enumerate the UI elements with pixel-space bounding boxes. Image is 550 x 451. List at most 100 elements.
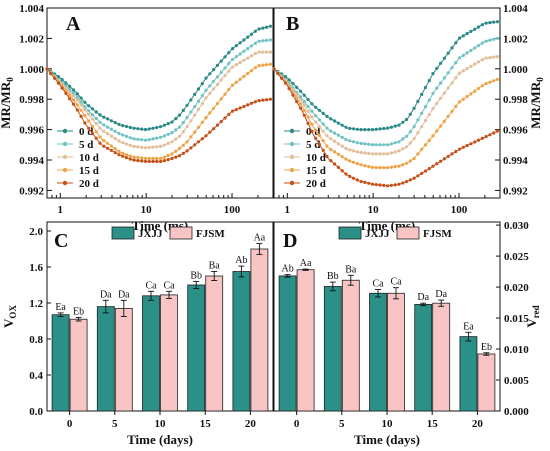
data-point [147, 127, 151, 131]
data-point [234, 80, 238, 84]
x-axis-label: Time (days) [127, 432, 193, 447]
x-tick-label: 100 [451, 204, 468, 216]
data-point [170, 152, 174, 156]
data-point [446, 114, 450, 118]
data-point [159, 125, 163, 129]
data-point [166, 158, 170, 162]
data-point [140, 145, 144, 149]
x-tick-label: 20 [245, 418, 257, 430]
data-point [386, 143, 390, 147]
y-axis-label: Vred [524, 305, 541, 327]
data-point [128, 125, 132, 130]
data-point [132, 126, 136, 130]
data-point [302, 100, 306, 104]
data-point [374, 183, 378, 187]
data-point [408, 159, 412, 163]
data-point [87, 112, 91, 116]
y-axis-label-subscript: 0 [5, 77, 15, 82]
data-point [329, 137, 333, 141]
data-point [212, 127, 216, 131]
bar-JXJJ-0 [278, 275, 297, 412]
y-tick-label: 1.004 [503, 3, 528, 15]
data-point [261, 39, 265, 43]
data-point [109, 134, 113, 138]
data-point [302, 108, 306, 112]
data-point [446, 71, 450, 75]
y-axis-label-main: MR/MR [528, 81, 543, 129]
data-point [265, 38, 269, 43]
data-point [136, 155, 140, 160]
data-point [374, 143, 378, 147]
data-point [306, 115, 310, 119]
data-point [231, 47, 235, 51]
data-point [298, 102, 303, 106]
data-point [132, 155, 136, 159]
data-point [480, 23, 484, 27]
data-point [109, 119, 113, 123]
data-point [427, 167, 431, 171]
data-point [253, 100, 257, 104]
data-point [204, 88, 208, 92]
data-point [185, 125, 189, 129]
data-point [79, 103, 83, 107]
data-point [231, 83, 235, 87]
data-point [60, 78, 64, 82]
data-point [155, 156, 159, 161]
data-point [242, 49, 246, 53]
data-point [132, 144, 136, 149]
data-point [317, 125, 321, 129]
data-point [227, 112, 231, 116]
data-point [181, 120, 185, 125]
y-axis-label: VOX [1, 305, 18, 328]
data-point [355, 162, 359, 166]
data-point [336, 152, 340, 156]
data-point [401, 163, 405, 167]
data-point [439, 81, 443, 85]
data-point [215, 75, 219, 79]
data-point [473, 27, 477, 31]
data-point [310, 115, 314, 119]
data-point [450, 46, 454, 50]
data-point [90, 117, 94, 121]
data-point [208, 91, 212, 95]
data-point [412, 156, 416, 161]
data-point [333, 150, 337, 154]
data-point [215, 63, 219, 67]
data-point [212, 106, 216, 110]
data-point [374, 166, 378, 170]
data-point [231, 109, 235, 113]
data-point [336, 121, 340, 125]
data-point [374, 127, 378, 131]
data-point [329, 147, 333, 152]
data-point [102, 144, 106, 148]
significance-label: Ba [209, 261, 221, 272]
data-point [71, 102, 76, 106]
data-point [177, 146, 182, 150]
data-point [344, 157, 348, 161]
data-point [359, 128, 363, 132]
legend-swatch [111, 226, 135, 240]
data-point [389, 142, 393, 146]
data-point [177, 113, 182, 117]
data-point [215, 123, 219, 127]
data-point [317, 142, 321, 146]
y-tick-label: 1.2 [29, 298, 43, 310]
data-point [200, 102, 204, 106]
data-point [94, 121, 98, 126]
data-point [435, 101, 439, 105]
data-point [298, 98, 303, 102]
y-tick-label: 2.0 [29, 226, 43, 238]
data-point [401, 181, 405, 185]
chart-panel-C: 0.0 0.4 0.8 1.2 1.6 2.0 VOX 0 5 10 15 20 Time (days)… [1, 221, 274, 447]
data-point [442, 76, 446, 80]
data-point [363, 142, 367, 146]
data-point [473, 46, 477, 50]
data-point [189, 110, 193, 114]
data-point [79, 108, 83, 112]
data-point [446, 154, 450, 158]
data-point [223, 66, 227, 70]
data-point [56, 75, 61, 79]
data-point [249, 32, 254, 36]
data-point [340, 155, 344, 159]
data-point [140, 159, 144, 163]
